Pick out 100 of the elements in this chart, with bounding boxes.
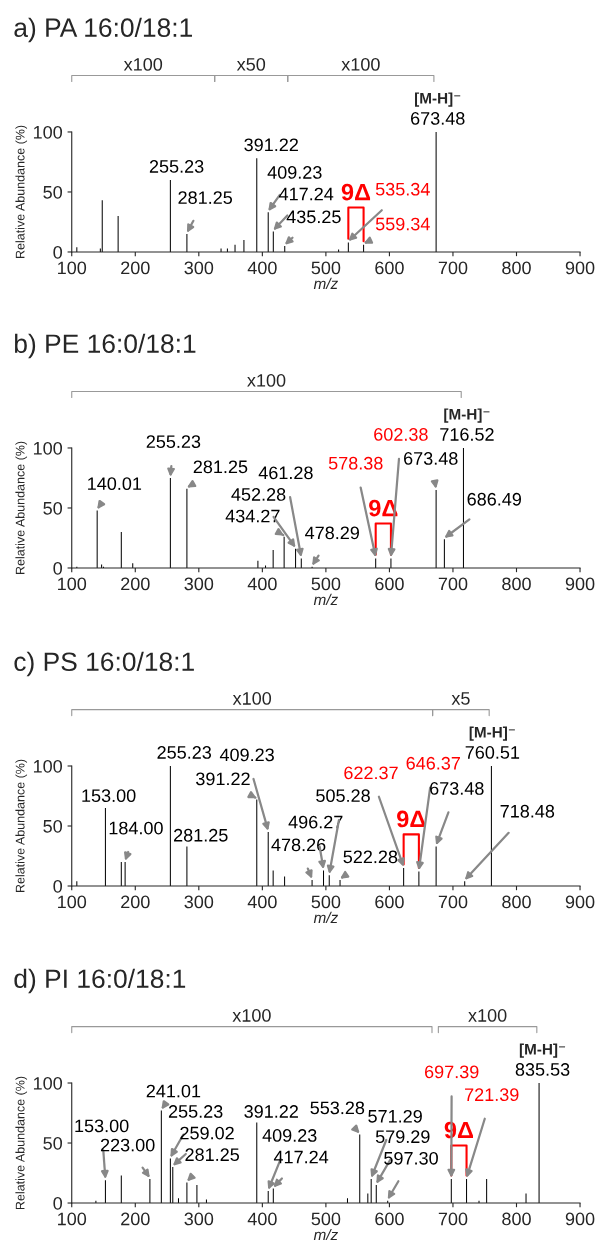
annotation: 553.28 <box>310 1101 365 1115</box>
y-tick-label: 0 <box>53 561 63 575</box>
x-tick-label: 700 <box>438 261 468 275</box>
annotation: 579.29 <box>375 1130 430 1144</box>
x-tick-label: 600 <box>375 895 404 909</box>
annotation: 9Δ <box>397 810 426 828</box>
annotation: 478.26 <box>271 838 326 852</box>
text: x100 <box>468 1009 507 1022</box>
annotation: 571.29 <box>368 1109 422 1123</box>
annotation: 417.24 <box>279 187 334 201</box>
annotation: 622.37 <box>344 766 398 780</box>
y-axis-title: Relative Abundance (%) <box>15 125 28 258</box>
annotation: 835.53 <box>515 1063 570 1076</box>
x-tick-label: 500 <box>311 895 341 909</box>
annotation: 391.22 <box>244 1105 298 1118</box>
text: x100 <box>247 374 286 387</box>
annotation: 434.27 <box>225 509 280 523</box>
text: x100 <box>341 58 380 71</box>
annotation: 281.25 <box>193 460 248 474</box>
x-tick-label: 500 <box>311 1212 341 1226</box>
y-tick-label: 0 <box>53 245 63 259</box>
y-tick-label: 100 <box>33 125 63 139</box>
chart-title: b) PE 16:0/18:1 <box>14 333 196 359</box>
annotation: [M-H]⁻ <box>469 726 515 741</box>
annotation: 478.29 <box>305 526 359 540</box>
annotation: 391.22 <box>196 772 250 786</box>
y-tick-label: 0 <box>53 879 63 893</box>
annotation: 673.48 <box>404 452 458 465</box>
y-tick-label: 100 <box>33 1076 63 1090</box>
x-tick-label: 300 <box>184 261 214 275</box>
y-tick-label: 50 <box>43 185 63 199</box>
x-tick-label: 400 <box>247 895 277 909</box>
annotation: 461.28 <box>258 466 313 480</box>
x-axis-title: m/z <box>313 593 338 606</box>
x-tick-label: 300 <box>184 577 214 591</box>
x-axis-title: m/z <box>313 1228 338 1241</box>
annotation: 409.23 <box>219 748 274 762</box>
x-tick-label: 700 <box>438 1212 468 1226</box>
x-tick-label: 500 <box>311 261 341 275</box>
annotation: 716.52 <box>440 428 494 441</box>
text: x100 <box>232 1009 271 1022</box>
annotation: 673.48 <box>430 782 484 795</box>
x-tick-label: 200 <box>121 1212 150 1226</box>
text: x100 <box>232 692 272 705</box>
annotation: 673.48 <box>411 112 465 125</box>
annotation: 153.00 <box>82 789 136 803</box>
annotation: 578.38 <box>328 456 383 470</box>
x-tick-label: 800 <box>502 577 531 591</box>
x-tick-label: 900 <box>565 895 595 909</box>
annotation: [M-H]⁻ <box>519 1043 566 1058</box>
annotation: 255.23 <box>146 435 201 449</box>
annotation: 9Δ <box>341 183 371 201</box>
annotation: 535.34 <box>375 182 430 196</box>
x-tick-label: 300 <box>184 1212 214 1226</box>
annotation: 9Δ <box>369 499 398 517</box>
x-tick-label: 200 <box>121 577 150 591</box>
x-tick-label: 900 <box>565 261 595 275</box>
annotation: 255.23 <box>168 1105 223 1118</box>
x-tick-label: 400 <box>247 1212 277 1226</box>
annotation: 718.48 <box>500 804 555 818</box>
annotation: 597.30 <box>384 1151 438 1165</box>
y-axis-title: Relative Abundance (%) <box>15 1076 28 1210</box>
annotation: 602.38 <box>374 428 428 441</box>
chart-title: d) PI 16:0/18:1 <box>14 968 186 994</box>
annotation: 9Δ <box>444 1121 474 1139</box>
annotation: 417.24 <box>273 1150 329 1164</box>
annotation: 760.51 <box>465 746 520 759</box>
x-axis-title: m/z <box>313 277 338 290</box>
y-tick-label: 100 <box>33 759 63 773</box>
annotation: 223.00 <box>100 1138 155 1152</box>
x-axis-title: m/z <box>313 911 338 924</box>
annotation: 140.01 <box>88 477 142 491</box>
annotation: 255.23 <box>149 160 204 173</box>
annotation: 259.02 <box>180 1126 234 1140</box>
text: x100 <box>123 58 163 71</box>
annotation: 496.27 <box>288 815 343 829</box>
x-tick-label: 600 <box>375 261 404 275</box>
annotation: 409.23 <box>262 1129 317 1142</box>
x-tick-label: 800 <box>502 895 531 909</box>
x-tick-label: 200 <box>121 261 150 275</box>
x-tick-label: 200 <box>121 895 150 909</box>
annotation: 721.39 <box>465 1088 519 1102</box>
x-tick-label: 800 <box>502 1212 531 1226</box>
x-tick-label: 600 <box>375 577 404 591</box>
x-tick-label: 900 <box>565 1212 595 1226</box>
x-tick-label: 900 <box>565 577 595 591</box>
annotation: 153.00 <box>75 1119 129 1133</box>
y-tick-label: 50 <box>43 819 63 833</box>
annotation: 281.25 <box>174 828 228 842</box>
x-tick-label: 500 <box>311 577 341 591</box>
annotation: 559.34 <box>375 217 430 231</box>
x-tick-label: 300 <box>184 895 214 909</box>
annotation: 255.23 <box>157 746 212 759</box>
annotation: 697.39 <box>425 1065 479 1079</box>
text: x5 <box>451 692 470 705</box>
y-axis-title: Relative Abundance (%) <box>15 441 28 575</box>
chart-title: c) PS 16:0/18:1 <box>14 651 194 677</box>
annotation: 646.37 <box>406 756 460 770</box>
x-tick-label: 800 <box>502 261 531 275</box>
annotation: [M-H]⁻ <box>444 408 490 423</box>
